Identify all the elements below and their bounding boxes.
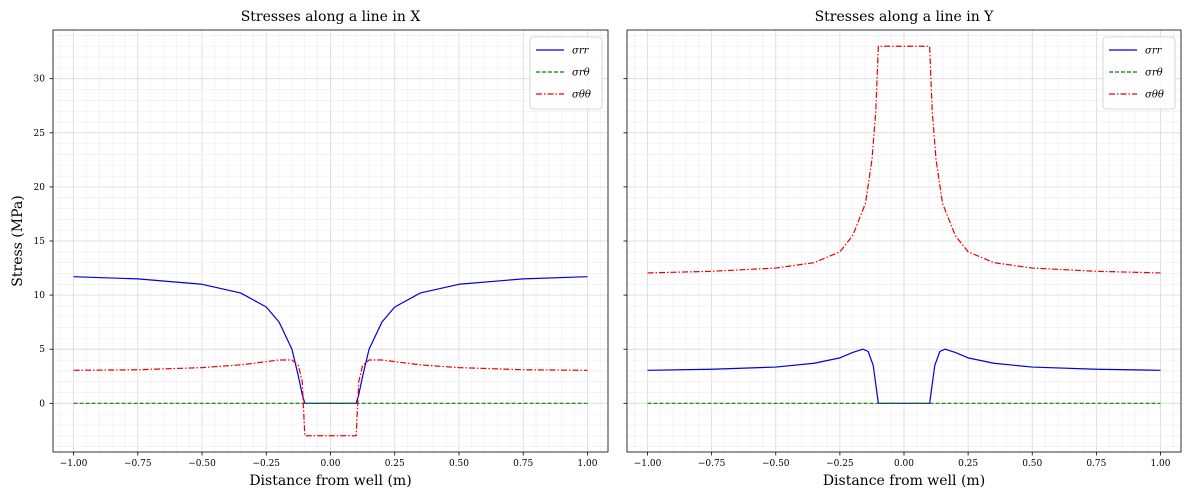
legend: σrr σrθ σθθ [1102,36,1176,110]
grid [53,30,608,452]
y-tick-label: 10 [34,291,46,301]
chart-panel-y: −1.00 −0.75 −0.50 −0.25 0.00 0.25 0.50 0.75 1.00… [623,9,1182,489]
y-axis-label: Stress (MPa) [10,195,26,286]
chart-panel-x: −1.00 −0.75 −0.50 −0.25 0.00 0.25 0.50 0.75 1.00… [10,9,609,489]
series-line-sigma-2 [73,359,588,437]
legend-entry: σrr [1145,46,1163,57]
series-line-sigma-0 [647,348,1161,404]
x-tick-label: 0.75 [513,459,533,469]
series-line-sigma-0 [73,276,588,404]
x-tick-label: 0.00 [320,459,340,469]
chart-title: Stresses along a line in Y [815,9,995,25]
x-tick-label: 0.00 [894,459,914,469]
chart-title: Stresses along a line in X [241,9,421,25]
x-axis-label: Distance from well (m) [249,473,411,489]
x-tick-label: 0.25 [385,459,405,469]
legend-entry: σθθ [572,90,591,101]
x-tick-label: 0.50 [449,459,469,469]
legend-entry: σrr [572,46,590,57]
y-tick-label: 20 [34,183,46,193]
y-tick-label: 0 [39,399,45,409]
legend: σrr σrθ σθθ [529,36,603,110]
x-tick-label: −0.25 [252,459,280,469]
legend-entry: σθθ [1145,90,1164,101]
legend-entry: σrθ [1145,68,1163,79]
y-tick-label: 25 [34,129,46,139]
x-tick-label: −0.50 [762,459,790,469]
x-tick-label: −0.75 [124,459,152,469]
x-tick-label: −0.50 [188,459,216,469]
x-tick-label: 1.00 [577,459,597,469]
grid [627,30,1181,452]
legend-box [1102,36,1176,110]
series-lines [647,45,1161,404]
y-tick-label: 30 [34,75,46,85]
x-tick-label: 0.50 [1022,459,1042,469]
series-lines [73,276,588,437]
legend-box [529,36,603,110]
x-tick-label: −0.25 [826,459,854,469]
x-tick-label: 0.25 [958,459,978,469]
x-tick-label: −1.00 [634,459,662,469]
legend-entry: σrθ [572,68,590,79]
x-axis-label: Distance from well (m) [823,473,985,489]
x-tick-label: −0.75 [698,459,726,469]
x-tick-label: 0.75 [1086,459,1106,469]
x-tick-label: 1.00 [1150,459,1170,469]
y-tick-label: 5 [39,345,45,355]
y-tick-label: 15 [34,237,46,247]
x-tick-label: −1.00 [60,459,88,469]
series-line-sigma-2 [647,45,1161,274]
